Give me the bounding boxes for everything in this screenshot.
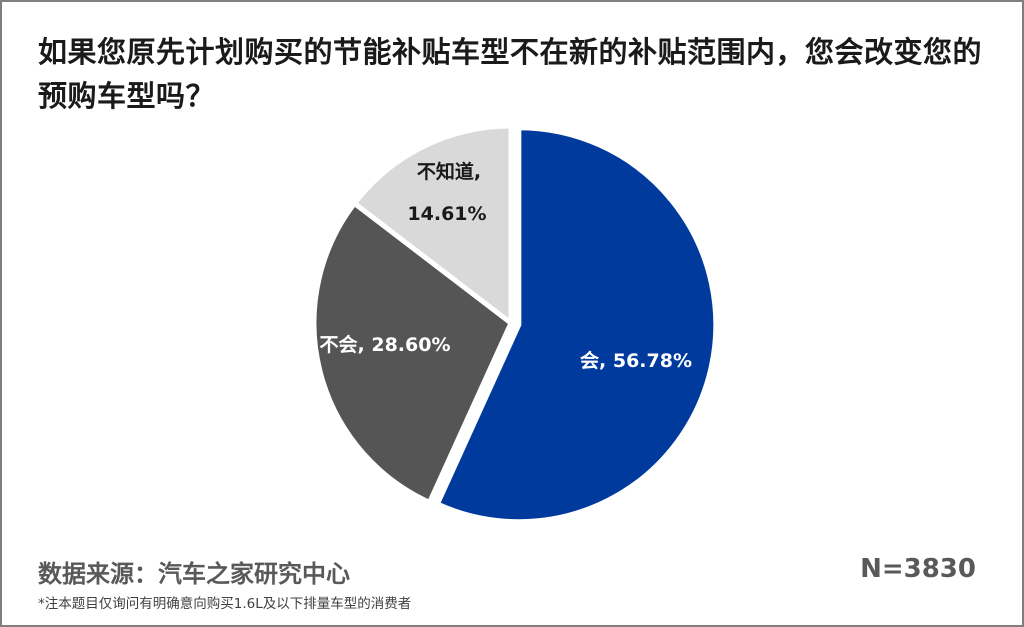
slice-label-hui: 会, 56.78% (580, 349, 692, 372)
slice-label-buzhidao-name: 不知道, (417, 160, 481, 183)
slice-label-buzhidao-value: 14.61% (407, 203, 486, 225)
sample-size: N=3830 (860, 554, 976, 584)
pie-slice-2 (311, 199, 515, 506)
pie-slice-3 (350, 123, 514, 329)
chart-title: 如果您原先计划购买的节能补贴车型不在新的补贴范围内，您会改变您的预购车型吗？ (38, 35, 983, 113)
slice-label-buhui: 不会, 28.60% (320, 333, 451, 356)
footnote: *注本题目仅询问有明确意向购买1.6L及以下排量车型的消费者 (38, 596, 412, 612)
data-source: 数据来源：汽车之家研究中心 (38, 560, 350, 588)
pie-slice-1 (434, 125, 719, 525)
